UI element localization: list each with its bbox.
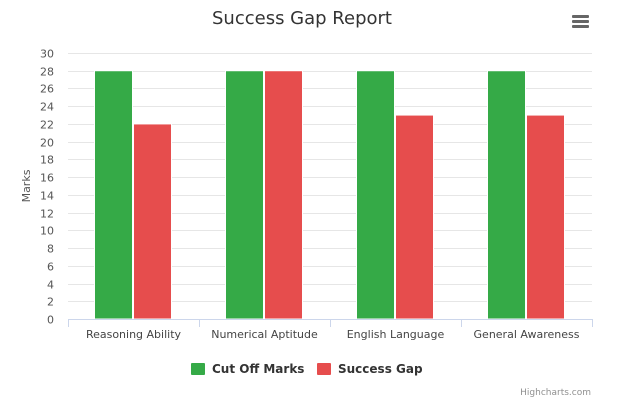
legend-swatch [317,363,331,375]
y-tick-label: 26 [40,83,54,96]
x-axis: Reasoning Ability Numerical Aptitude Engli… [68,319,593,341]
chart-title: Success Gap Report [212,8,392,29]
x-tick-label: General Awareness [474,328,580,341]
y-tick-label: 22 [40,119,54,132]
chart-menu-button[interactable] [568,10,594,34]
y-tick-label: 24 [40,101,54,114]
bar-success-gap[interactable] [264,70,303,320]
y-tick-label: 6 [47,261,54,274]
legend-label: Cut Off Marks [212,362,304,376]
y-tick-label: 20 [40,137,54,150]
bar-cut-off-marks[interactable] [487,70,526,320]
bar-cut-off-marks[interactable] [225,70,264,320]
x-tick-label: Reasoning Ability [86,328,182,341]
y-tick-label: 14 [40,190,54,203]
y-tick-label: 10 [40,225,54,238]
bar-success-gap[interactable] [395,114,434,320]
bar-success-gap[interactable] [133,123,172,320]
legend-label: Success Gap [338,362,423,376]
legend-item-success-gap[interactable]: Success Gap [317,362,423,376]
bar-success-gap[interactable] [526,114,565,320]
bars [94,70,565,320]
x-tick-label: Numerical Aptitude [211,328,318,341]
y-tick-label: 0 [47,314,54,327]
legend-swatch [191,363,205,375]
x-tick-label: English Language [347,328,445,341]
y-tick-label: 8 [47,243,54,256]
y-tick-label: 30 [40,48,54,61]
legend: Cut Off Marks Success Gap [191,362,423,376]
bar-cut-off-marks[interactable] [94,70,133,320]
y-tick-label: 18 [40,154,54,167]
hamburger-menu-icon [572,15,589,28]
y-tick-label: 12 [40,208,54,221]
y-tick-label: 16 [40,172,54,185]
y-tick-label: 2 [47,296,54,309]
y-tick-label: 28 [40,66,54,79]
legend-item-cut-off-marks[interactable]: Cut Off Marks [191,362,304,376]
bar-cut-off-marks[interactable] [356,70,395,320]
credits-link[interactable]: Highcharts.com [520,388,591,398]
y-tick-label: 4 [47,279,54,292]
y-axis-title: Marks [20,169,33,202]
